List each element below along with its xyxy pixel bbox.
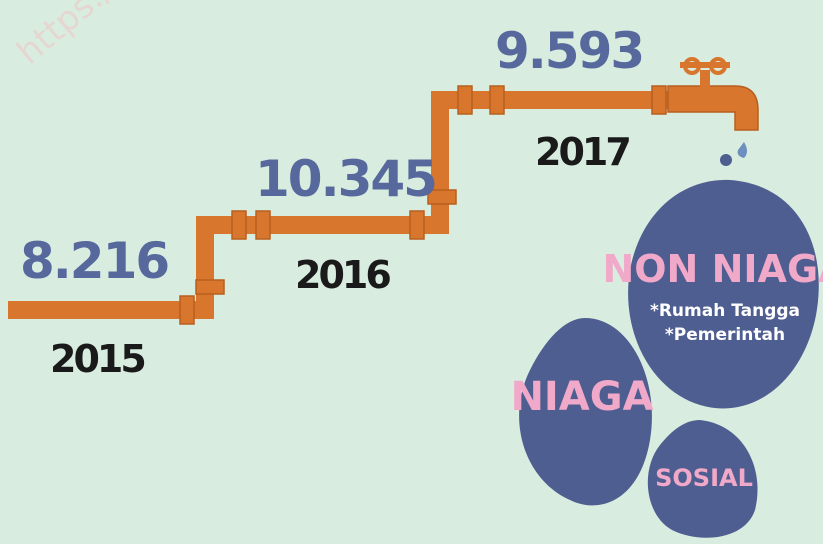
value: 10.345	[255, 150, 436, 208]
drop	[628, 180, 819, 409]
watermark: https://	[9, 0, 128, 73]
year: 2015	[50, 337, 144, 381]
value: 9.593	[495, 22, 643, 80]
year: 2016	[295, 253, 390, 297]
drop-note: *Pemerintah	[665, 325, 785, 345]
drop-label: NON NIAGA	[602, 247, 823, 291]
drop-note: *Rumah Tangga	[650, 301, 800, 321]
year: 2017	[535, 130, 629, 174]
drop-label: SOSIAL	[655, 464, 753, 492]
faucet	[668, 59, 758, 166]
value: 8.216	[20, 232, 168, 290]
infographic: https:// 8.216 2015 10.345 2016 9.593 20…	[0, 0, 823, 544]
drop-label: NIAGA	[510, 374, 653, 420]
